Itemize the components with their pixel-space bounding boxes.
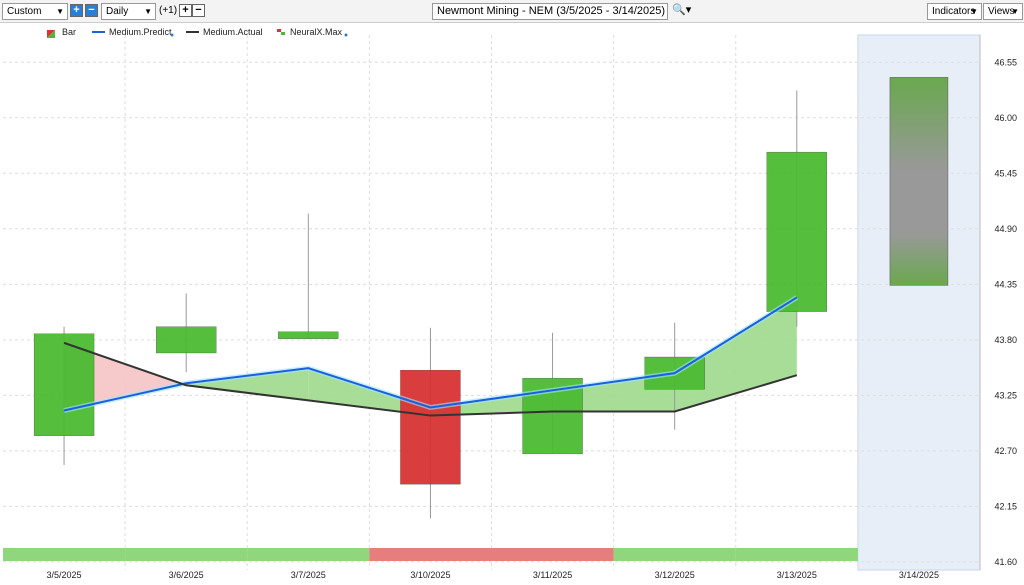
signal-strip [369,548,492,561]
range-text: Custom [7,6,42,17]
y-tick-label: 41.60 [994,557,1017,567]
y-tick-label: 44.35 [994,279,1017,289]
x-tick-label: 3/14/2025 [899,570,939,580]
x-tick-label: 3/12/2025 [655,570,695,580]
y-tick-label: 45.45 [994,168,1017,178]
y-tick-label: 44.90 [994,224,1017,234]
signal-strip [613,548,736,561]
x-tick-label: 3/11/2025 [533,570,572,580]
candle-body [278,331,339,339]
zoom-out[interactable]: − [85,4,98,17]
legend-dot [170,33,174,37]
legend-label: Medium.Predict [109,27,172,37]
search[interactable]: 🔍▾ [672,4,692,16]
views-text: Views [988,6,1015,17]
zoom-in[interactable]: + [70,4,83,17]
legend-dot [344,33,348,37]
interval-text: Daily [106,6,129,17]
x-tick-label: 3/13/2025 [777,570,817,580]
y-tick-label: 43.25 [994,390,1017,400]
offset: (+1) [159,5,178,16]
views-button[interactable]: Views ▼ [983,3,1023,20]
y-tick-label: 42.15 [994,501,1017,511]
indicators-text: Indicators [932,6,976,17]
candle-body [33,333,95,436]
symbol-title[interactable]: Newmont Mining - NEM (3/5/2025 - 3/14/20… [432,3,668,20]
y-tick-label: 42.70 [994,446,1017,456]
legend-label: Medium.Actual [203,27,263,37]
indicators-button[interactable]: Indicators ▼ [927,3,982,20]
x-tick-label: 3/10/2025 [410,570,450,580]
signal-strip [125,548,248,561]
interval-select[interactable]: Daily ▼ [101,3,156,20]
legend-icon [47,30,55,38]
signal-strip [491,548,614,561]
legend-icon [277,29,281,32]
spread-fill [674,297,797,412]
spread-fill [552,373,675,412]
x-tick-label: 3/5/2025 [47,570,82,580]
forecast-box [889,77,949,286]
candle-body [400,369,461,485]
y-tick-label: 43.80 [994,335,1017,345]
toolbar: Custom ▼ + − Daily ▼ (+1) + − Newmont Mini… [0,0,1024,23]
signal-strip [247,548,370,561]
legend-label: Bar [62,27,76,37]
x-tick-label: 3/6/2025 [169,570,204,580]
offset-plus[interactable]: + [179,4,192,17]
offset-minus[interactable]: − [192,4,205,17]
series-line [63,296,798,412]
candle-body [766,151,827,312]
range-select[interactable]: Custom ▼ [2,3,68,20]
signal-strip [735,548,858,561]
legend-icon [281,32,285,35]
x-tick-label: 3/7/2025 [291,570,326,580]
signal-strip [3,548,126,561]
spread-fill [186,368,309,401]
y-tick-label: 46.00 [994,113,1017,123]
legend-label: NeuralX.Max [290,27,343,37]
candle-body [156,326,217,354]
series-line [63,341,798,417]
y-tick-label: 46.55 [994,57,1017,67]
